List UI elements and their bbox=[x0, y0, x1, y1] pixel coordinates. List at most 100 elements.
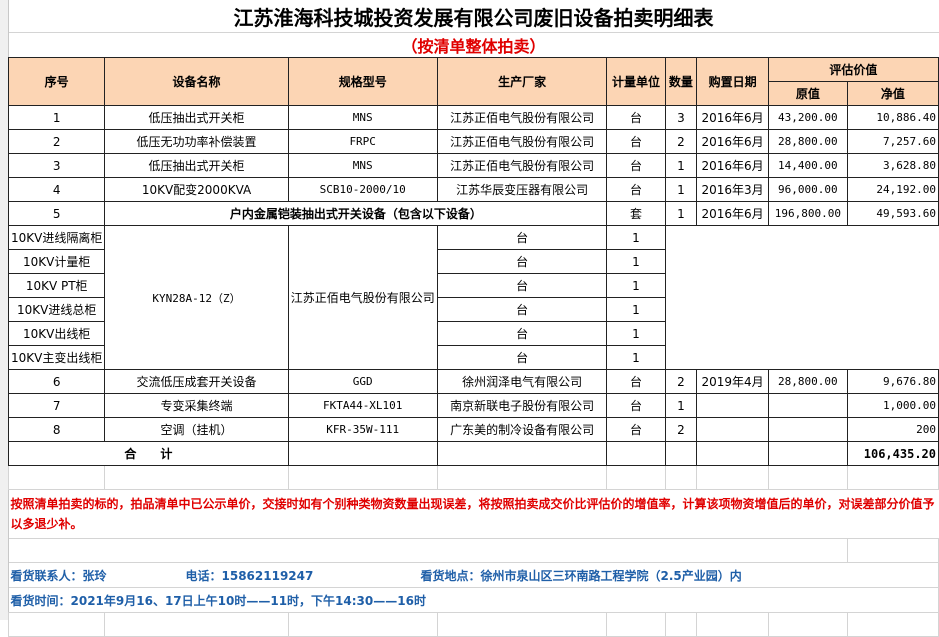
cell-orig[interactable] bbox=[767, 417, 848, 442]
cell-name[interactable]: 10KV PT柜 bbox=[7, 273, 106, 298]
cell-unit[interactable]: 台 bbox=[606, 417, 666, 442]
cell-qty[interactable]: 1 bbox=[606, 297, 666, 322]
cell-net[interactable]: 9,676.80 bbox=[846, 369, 939, 394]
cell-orig[interactable]: 28,800.00 bbox=[767, 369, 848, 394]
header-name[interactable]: 设备名称 bbox=[104, 57, 289, 106]
cell-unit[interactable]: 台 bbox=[436, 249, 608, 274]
header-qty[interactable]: 数量 bbox=[664, 57, 698, 106]
cell-qty[interactable]: 1 bbox=[606, 321, 666, 346]
cell-name[interactable]: 低压抽出式开关柜 bbox=[104, 105, 289, 130]
cell-model[interactable]: FKTA44-XL101 bbox=[287, 393, 438, 418]
group-model[interactable]: KYN28A-12（Z） bbox=[104, 225, 289, 370]
cell-date[interactable] bbox=[696, 393, 769, 418]
cell-net[interactable]: 3,628.80 bbox=[846, 153, 939, 178]
header-model[interactable]: 规格型号 bbox=[287, 57, 438, 106]
cell-maker[interactable]: 南京新联电子股份有限公司 bbox=[436, 393, 608, 418]
auction-note[interactable]: 按照清单拍卖的标的，拍品清单中已公示单价，交接时如有个别种类物资数量出现误差，将… bbox=[8, 489, 939, 539]
cell-unit[interactable]: 台 bbox=[606, 153, 666, 178]
cell-unit[interactable]: 台 bbox=[606, 129, 666, 154]
cell-qty[interactable]: 2 bbox=[664, 369, 698, 394]
cell-orig[interactable]: 28,800.00 bbox=[767, 129, 848, 154]
group-orig[interactable]: 196,800.00 bbox=[767, 201, 848, 226]
cell-qty[interactable]: 1 bbox=[606, 273, 666, 298]
cell-unit[interactable]: 台 bbox=[436, 345, 608, 370]
cell-orig[interactable]: 96,000.00 bbox=[767, 177, 848, 202]
cell-qty[interactable]: 2 bbox=[664, 417, 698, 442]
header-no[interactable]: 序号 bbox=[7, 57, 106, 106]
cell-orig[interactable]: 14,400.00 bbox=[767, 153, 848, 178]
cell-no[interactable]: 1 bbox=[7, 105, 106, 130]
cell[interactable] bbox=[664, 441, 698, 466]
cell-maker[interactable]: 徐州润泽电气有限公司 bbox=[436, 369, 608, 394]
cell-unit[interactable]: 台 bbox=[606, 369, 666, 394]
total-label[interactable]: 合 计 bbox=[8, 441, 289, 466]
cell-qty[interactable]: 1 bbox=[606, 225, 666, 250]
cell-date[interactable] bbox=[696, 417, 769, 442]
cell-unit[interactable]: 台 bbox=[606, 105, 666, 130]
header-unit[interactable]: 计量单位 bbox=[606, 57, 666, 106]
cell-name[interactable]: 10KV进线隔离柜 bbox=[7, 225, 106, 250]
cell-unit[interactable]: 台 bbox=[436, 225, 608, 250]
cell-unit[interactable]: 台 bbox=[606, 393, 666, 418]
group-no[interactable]: 5 bbox=[7, 201, 106, 226]
group-net[interactable]: 49,593.60 bbox=[846, 201, 939, 226]
cell-name[interactable]: 10KV主变出线柜 bbox=[7, 345, 106, 370]
cell-qty[interactable]: 3 bbox=[664, 105, 698, 130]
group-unit[interactable]: 套 bbox=[606, 201, 666, 226]
viewing-time[interactable]: 看货时间：2021年9月16、17日上午10时——11时，下午14:30——16… bbox=[8, 587, 939, 613]
group-date[interactable]: 2016年6月 bbox=[696, 201, 769, 226]
cell-no[interactable]: 2 bbox=[7, 129, 106, 154]
cell-maker[interactable]: 江苏正佰电气股份有限公司 bbox=[436, 153, 608, 178]
cell-model[interactable]: GGD bbox=[287, 369, 438, 394]
header-maker[interactable]: 生产厂家 bbox=[436, 57, 608, 106]
cell-qty[interactable]: 1 bbox=[606, 345, 666, 370]
cell-unit[interactable]: 台 bbox=[436, 273, 608, 298]
cell-name[interactable]: 低压抽出式开关柜 bbox=[104, 153, 289, 178]
cell-name[interactable]: 低压无功功率补偿装置 bbox=[104, 129, 289, 154]
cell-no[interactable]: 4 bbox=[7, 177, 106, 202]
cell-model[interactable]: FRPC bbox=[287, 129, 438, 154]
cell-date[interactable]: 2016年3月 bbox=[696, 177, 769, 202]
header-orig[interactable]: 原值 bbox=[767, 81, 848, 106]
cell[interactable] bbox=[287, 441, 438, 466]
cell-unit[interactable]: 台 bbox=[436, 297, 608, 322]
cell-net[interactable]: 24,192.00 bbox=[846, 177, 939, 202]
cell-maker[interactable]: 江苏正佰电气股份有限公司 bbox=[436, 129, 608, 154]
group-title[interactable]: 户内金属铠装抽出式开关设备（包含以下设备） bbox=[104, 201, 608, 226]
group-maker[interactable]: 江苏正佰电气股份有限公司 bbox=[287, 225, 438, 370]
cell-name[interactable]: 10KV进线总柜 bbox=[7, 297, 106, 322]
cell-model[interactable]: MNS bbox=[287, 105, 438, 130]
header-net[interactable]: 净值 bbox=[846, 81, 939, 106]
cell-no[interactable]: 6 bbox=[7, 369, 106, 394]
cell-name[interactable]: 10KV配变2000KVA bbox=[104, 177, 289, 202]
cell-qty[interactable]: 1 bbox=[664, 177, 698, 202]
cell-no[interactable]: 3 bbox=[7, 153, 106, 178]
cell-qty[interactable]: 1 bbox=[664, 393, 698, 418]
cell[interactable] bbox=[696, 441, 769, 466]
cell-model[interactable]: SCB10-2000/10 bbox=[287, 177, 438, 202]
cell-date[interactable]: 2016年6月 bbox=[696, 105, 769, 130]
cell[interactable] bbox=[767, 441, 848, 466]
cell-maker[interactable]: 江苏华辰变压器有限公司 bbox=[436, 177, 608, 202]
cell-qty[interactable]: 1 bbox=[606, 249, 666, 274]
cell-date[interactable]: 2016年6月 bbox=[696, 129, 769, 154]
cell-date[interactable]: 2016年6月 bbox=[696, 153, 769, 178]
cell[interactable] bbox=[606, 441, 666, 466]
cell-orig[interactable]: 43,200.00 bbox=[767, 105, 848, 130]
cell-date[interactable]: 2019年4月 bbox=[696, 369, 769, 394]
cell-no[interactable]: 8 bbox=[7, 417, 106, 442]
header-date[interactable]: 购置日期 bbox=[696, 57, 769, 106]
cell-name[interactable]: 空调（挂机） bbox=[104, 417, 289, 442]
cell-net[interactable]: 10,886.40 bbox=[846, 105, 939, 130]
cell-maker[interactable]: 江苏正佰电气股份有限公司 bbox=[436, 105, 608, 130]
cell-model[interactable]: KFR-35W-111 bbox=[287, 417, 438, 442]
cell-orig[interactable] bbox=[767, 393, 848, 418]
cell-model[interactable]: MNS bbox=[287, 153, 438, 178]
cell-maker[interactable]: 广东美的制冷设备有限公司 bbox=[436, 417, 608, 442]
cell-name[interactable]: 10KV计量柜 bbox=[7, 249, 106, 274]
cell-unit[interactable]: 台 bbox=[436, 321, 608, 346]
group-qty[interactable]: 1 bbox=[664, 201, 698, 226]
cell-net[interactable]: 200 bbox=[846, 417, 939, 442]
cell-qty[interactable]: 1 bbox=[664, 153, 698, 178]
cell[interactable] bbox=[436, 441, 608, 466]
